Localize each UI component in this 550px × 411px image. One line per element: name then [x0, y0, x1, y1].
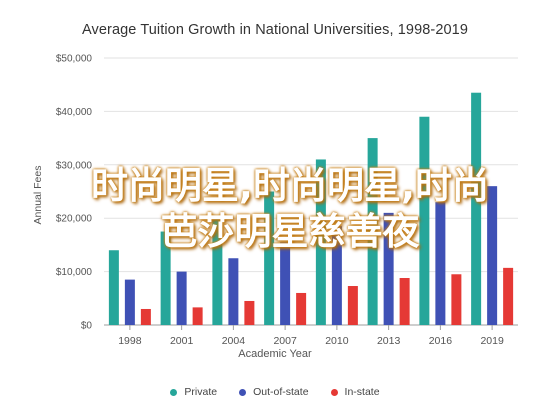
- legend-label-in-state: In-state: [344, 386, 380, 398]
- bar-private: [471, 92, 482, 326]
- bar-out-of-state: [331, 226, 342, 325]
- x-tick-label: 2013: [377, 335, 401, 347]
- legend-swatch-in-state: [330, 388, 338, 396]
- bar-out-of-state: [176, 271, 187, 325]
- bar-in-state: [451, 274, 462, 325]
- y-tick-label: $40,000: [56, 107, 93, 118]
- bar-in-state: [244, 300, 255, 325]
- legend-label-private: Private: [184, 386, 218, 398]
- legend-swatch-private: [170, 388, 178, 396]
- y-tick-label: $30,000: [56, 160, 93, 171]
- bar-private: [160, 231, 171, 325]
- x-tick-label: 2004: [222, 335, 246, 347]
- bar-in-state: [503, 267, 514, 325]
- watermark-overlay-text: 时尚明星,时尚明星,时尚芭莎明星慈善夜: [90, 164, 490, 253]
- legend-item-in-state[interactable]: In-state: [330, 386, 380, 398]
- bar-in-state: [399, 278, 410, 325]
- bar-private: [108, 250, 119, 325]
- bar-in-state: [192, 307, 203, 325]
- chart-title: Average Tuition Growth in National Unive…: [82, 22, 468, 38]
- bar-private: [264, 191, 275, 325]
- bar-in-state: [140, 308, 151, 325]
- legend-item-private[interactable]: Private: [170, 386, 217, 398]
- bar-out-of-state: [383, 212, 394, 325]
- bar-out-of-state: [228, 258, 239, 325]
- bar-out-of-state: [487, 186, 498, 325]
- bar-in-state: [347, 286, 358, 325]
- bar-private: [315, 159, 326, 325]
- bar-in-state: [296, 292, 307, 325]
- y-tick-label: $20,000: [56, 214, 93, 225]
- y-axis-label: Annual Fees: [32, 165, 44, 225]
- legend-item-out-of-state[interactable]: Out-of-state: [239, 386, 309, 398]
- x-tick-label: 2010: [325, 335, 349, 347]
- x-axis-label: Academic Year: [238, 348, 312, 360]
- bar-out-of-state: [124, 279, 135, 325]
- y-tick-label: $50,000: [56, 54, 93, 65]
- bar-private: [212, 218, 223, 325]
- y-tick-label: $10,000: [56, 267, 93, 278]
- legend-label-out-of-state: Out-of-state: [253, 386, 309, 398]
- x-tick-label: 2019: [480, 335, 504, 347]
- x-tick-label: 2001: [170, 335, 194, 347]
- x-tick-label: 1998: [118, 335, 142, 347]
- legend-swatch-out-of-state: [239, 388, 247, 396]
- bar-out-of-state: [280, 242, 291, 325]
- x-tick-label: 2016: [429, 335, 453, 347]
- legend: Private Out-of-state In-state: [0, 386, 550, 398]
- bar-private: [419, 116, 430, 326]
- bar-out-of-state: [435, 202, 446, 325]
- bar-private: [367, 138, 378, 325]
- x-tick-label: 2007: [273, 335, 297, 347]
- y-tick-label: $0: [81, 321, 93, 332]
